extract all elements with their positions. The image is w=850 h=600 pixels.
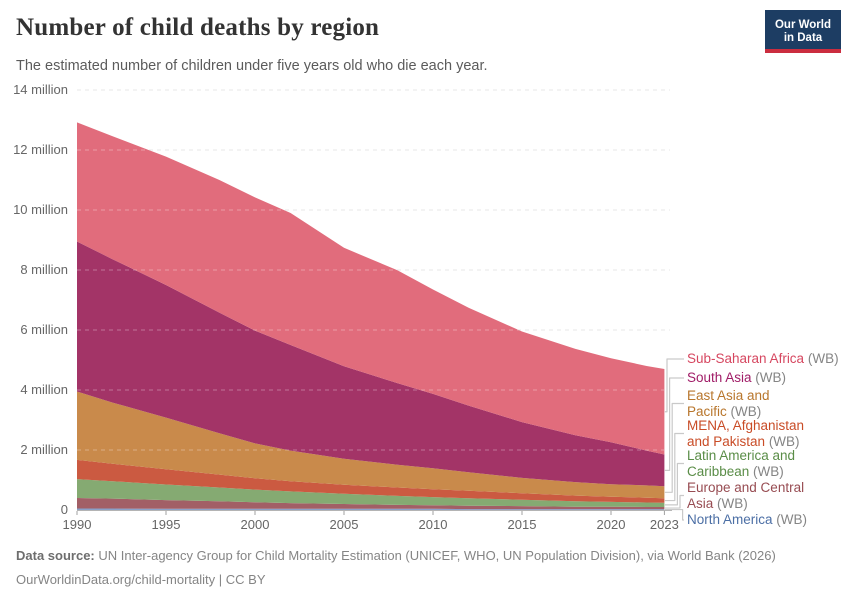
legend-item-sub-saharan-africa[interactable]: Sub-Saharan Africa (WB) <box>687 351 839 366</box>
x-axis-label: 2020 <box>596 517 626 532</box>
owid-logo[interactable]: Our World in Data <box>765 10 841 53</box>
chart-footer: Data source: UN Inter-agency Group for C… <box>16 544 836 592</box>
legend-connector <box>664 377 684 471</box>
legend-item-north-america[interactable]: North America (WB) <box>687 512 808 527</box>
x-axis-label: 2010 <box>418 517 448 532</box>
area-sub-saharan-africa <box>77 122 665 455</box>
legend-connector <box>664 494 684 509</box>
license-text: | CC BY <box>215 572 266 587</box>
legend-item-south-asia[interactable]: South Asia (WB) <box>687 370 787 385</box>
x-axis-label: 2005 <box>329 517 359 532</box>
area-mena-afghanistan-and-pakistan <box>77 459 665 503</box>
data-source-text: UN Inter-agency Group for Child Mortalit… <box>94 548 776 563</box>
owid-link[interactable]: OurWorldinData.org/child-mortality <box>16 572 216 587</box>
y-axis-label: 14 million <box>13 82 68 97</box>
logo-line2: in Data <box>783 31 823 44</box>
x-axis-label: 1990 <box>62 517 92 532</box>
legend-item-latin-america-caribbean[interactable]: Latin America and Caribbean (WB) <box>687 448 796 479</box>
legend-item-europe-central-asia[interactable]: Europe and Central Asia (WB) <box>687 480 805 511</box>
page-title: Number of child deaths by region <box>16 14 380 41</box>
legend-item-east-asia-and-pacific[interactable]: East Asia and Pacific (WB) <box>687 388 770 419</box>
x-axis-label: 2023 <box>649 517 679 532</box>
area-east-asia-and-pacific <box>77 391 665 499</box>
y-axis-label: 8 million <box>20 262 68 277</box>
y-axis-label: 0 <box>60 502 68 517</box>
area-europe-and-central-asia <box>77 498 665 510</box>
area-latin-america-and-caribbean <box>77 479 665 507</box>
data-source-label: Data source: <box>16 548 95 563</box>
x-axis-label: 2000 <box>240 517 270 532</box>
data-source-line: Data source: UN Inter-agency Group for C… <box>16 544 836 568</box>
logo-line1: Our World <box>774 18 831 31</box>
legend-connector <box>664 402 684 493</box>
area-north-america <box>77 508 665 510</box>
x-axis-label: 2015 <box>507 517 537 532</box>
x-axis-label: 1995 <box>151 517 181 532</box>
y-axis-label: 2 million <box>20 442 68 457</box>
legend-connector <box>664 432 684 502</box>
y-axis-label: 4 million <box>20 382 68 397</box>
chart-subtitle: The estimated number of children under f… <box>16 58 488 74</box>
logo-accent-bar <box>765 49 841 53</box>
legend-connector <box>664 358 684 413</box>
y-axis-label: 6 million <box>20 322 68 337</box>
y-axis-label: 10 million <box>13 202 68 217</box>
legend-connector <box>664 508 684 521</box>
citation-line: OurWorldinData.org/child-mortality | CC … <box>16 568 836 592</box>
area-south-asia <box>77 241 665 487</box>
legend-item-mena-afghanistan-pakistan[interactable]: MENA, Afghanistan and Pakistan (WB) <box>687 418 805 449</box>
y-axis-label: 12 million <box>13 142 68 157</box>
legend-connector <box>664 462 684 506</box>
